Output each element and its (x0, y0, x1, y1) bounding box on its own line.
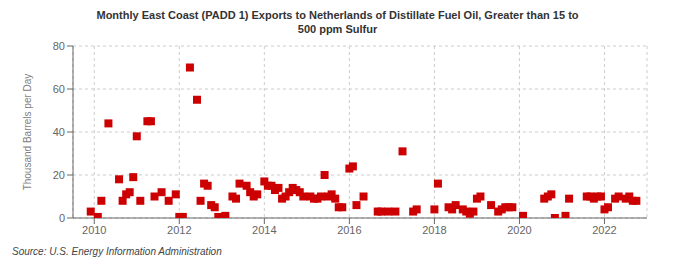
svg-text:0: 0 (59, 212, 65, 224)
svg-text:2016: 2016 (337, 224, 361, 236)
svg-text:80: 80 (53, 40, 65, 52)
svg-text:2010: 2010 (82, 224, 106, 236)
svg-text:2022: 2022 (592, 224, 616, 236)
svg-text:20: 20 (53, 169, 65, 181)
svg-text:2012: 2012 (167, 224, 191, 236)
svg-text:40: 40 (53, 126, 65, 138)
svg-text:Thousand Barrels per Day: Thousand Barrels per Day (22, 74, 33, 191)
html-text:Monthly East Coast (PADD 1) Ex: Monthly East Coast (PADD 1) Exports to N… (96, 9, 579, 35)
svg-text:2020: 2020 (507, 224, 531, 236)
svg-text:2018: 2018 (422, 224, 446, 236)
svg-text:60: 60 (53, 83, 65, 95)
html-text:Source: U.S. Energy Informatio: Source: U.S. Energy Information Administ… (12, 246, 222, 257)
svg-text:2014: 2014 (252, 224, 276, 236)
